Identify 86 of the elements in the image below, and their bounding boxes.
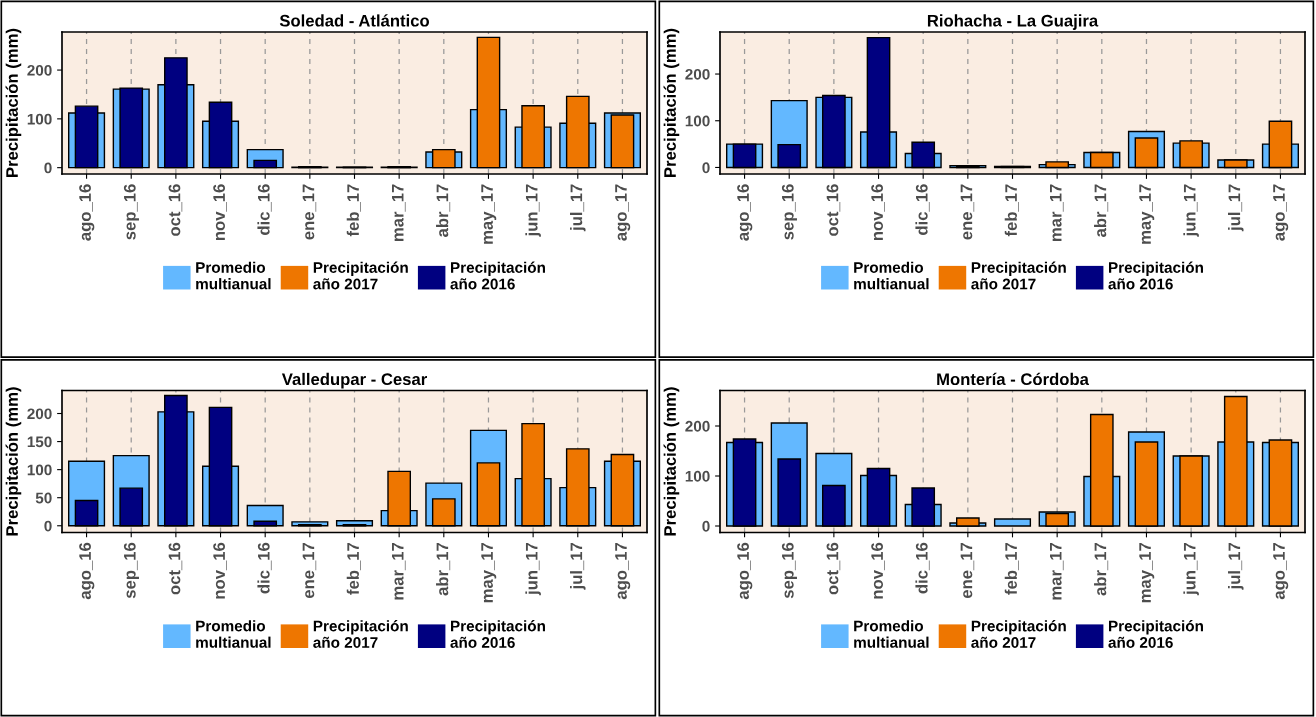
x-tick-label: abr_17 [1094, 184, 1109, 237]
y-tick-label: 200 [685, 68, 710, 80]
x-tick-label: may_17 [481, 184, 497, 244]
x-tick-label: mar_17 [1050, 542, 1064, 600]
legend-label: Precipitación año 2016 [1108, 620, 1203, 648]
x-tick-label: abr_17 [436, 542, 451, 596]
x-tick-label: mar_17 [392, 542, 406, 600]
y-tick-label: 50 [35, 492, 52, 504]
x-tick-label: jun_17 [1183, 184, 1199, 237]
x-tick-label: oct_16 [168, 542, 183, 595]
x-tick-label: oct_16 [826, 542, 841, 595]
x-tick-label: nov_16 [213, 184, 227, 241]
x-tick-label: ene_17 [960, 184, 975, 240]
legend-label: Promedio multianual [854, 620, 929, 648]
x-tick-label: may_17 [481, 542, 497, 603]
legend-label: Promedio multianual [196, 620, 271, 648]
y-tick-label: 100 [27, 464, 52, 476]
x-tick-label: ago_16 [79, 542, 95, 600]
x-tick-label: ago_16 [737, 542, 753, 600]
y-axis-title: Precipitación (mm) [663, 387, 680, 536]
x-tick-label: sep_16 [123, 184, 139, 240]
x-tick-label: jul_17 [570, 542, 586, 590]
chart-title: Montería - Córdoba [937, 372, 1089, 386]
x-tick-label: sep_16 [123, 542, 139, 599]
x-tick-label: jun_17 [1183, 542, 1199, 596]
x-tick-label: mar_17 [392, 184, 406, 241]
y-tick-label: 200 [27, 408, 52, 420]
x-tick-label: abr_17 [436, 184, 451, 237]
y-tick-label: 100 [685, 115, 710, 127]
y-tick-label: 200 [685, 420, 710, 432]
x-tick-label: feb_17 [346, 184, 361, 237]
x-tick-label: ago_17 [615, 542, 631, 600]
x-tick-label: feb_17 [1004, 542, 1019, 595]
legend-label: Promedio multianual [196, 261, 271, 290]
chart-title: Riohacha - La Guajira [927, 14, 1099, 30]
x-tick-label: jul_17 [1228, 542, 1244, 590]
y-tick-label: 200 [27, 64, 52, 76]
legend-label: Precipitación año 2017 [971, 261, 1066, 290]
y-tick-label: 0 [702, 162, 710, 174]
legend-label: Precipitación año 2017 [313, 261, 408, 290]
x-tick-label: ene_17 [302, 542, 317, 599]
x-tick-label: mar_17 [1050, 184, 1064, 241]
y-tick-label: 100 [685, 470, 710, 482]
x-tick-label: feb_17 [1004, 184, 1019, 237]
y-axis-title: Precipitación (mm) [663, 28, 680, 177]
chart-title: Soledad - Atlántico [279, 14, 430, 27]
x-tick-label: sep_16 [781, 184, 797, 240]
x-tick-label: may_17 [1139, 184, 1155, 244]
legend-label: Precipitación año 2016 [1108, 261, 1203, 290]
x-tick-label: dic_16 [257, 542, 272, 594]
x-tick-label: ago_17 [615, 184, 631, 241]
legend-label: Precipitación año 2016 [450, 620, 545, 648]
x-tick-label: abr_17 [1094, 542, 1109, 596]
legend-label: Precipitación año 2017 [971, 620, 1066, 648]
x-tick-label: nov_16 [871, 542, 885, 599]
x-tick-label: oct_16 [168, 184, 183, 236]
x-tick-label: sep_16 [781, 542, 797, 599]
x-tick-label: ago_16 [79, 184, 95, 241]
x-tick-label: feb_17 [346, 542, 361, 595]
x-tick-label: jul_17 [1228, 184, 1244, 232]
y-axis-title: Precipitación (mm) [5, 28, 22, 177]
y-tick-label: 150 [27, 436, 52, 448]
x-tick-label: ago_17 [1273, 184, 1289, 241]
x-tick-label: nov_16 [871, 184, 885, 241]
x-tick-label: jul_17 [570, 184, 586, 232]
legend-label: Precipitación año 2016 [450, 261, 545, 290]
y-tick-label: 100 [27, 113, 52, 125]
x-tick-label: jun_17 [525, 184, 541, 237]
y-tick-label: 0 [702, 520, 710, 532]
x-tick-label: jun_17 [525, 542, 541, 596]
x-tick-label: ene_17 [302, 184, 317, 240]
legend-label: Promedio multianual [854, 261, 929, 290]
x-tick-label: nov_16 [213, 542, 227, 599]
x-tick-label: ago_17 [1273, 542, 1289, 600]
x-tick-label: ene_17 [960, 542, 975, 599]
x-tick-label: may_17 [1139, 542, 1155, 603]
legend-label: Precipitación año 2017 [313, 620, 408, 648]
y-tick-label: 0 [44, 162, 52, 174]
chart-title: Valledupar - Cesar [281, 372, 427, 389]
y-tick-label: 0 [44, 520, 52, 532]
x-tick-label: oct_16 [826, 184, 841, 236]
y-axis-title: Precipitación (mm) [5, 387, 22, 536]
x-tick-label: dic_16 [915, 184, 930, 235]
x-tick-label: dic_16 [257, 184, 272, 235]
x-tick-label: dic_16 [915, 542, 930, 594]
x-tick-label: ago_16 [737, 184, 753, 241]
